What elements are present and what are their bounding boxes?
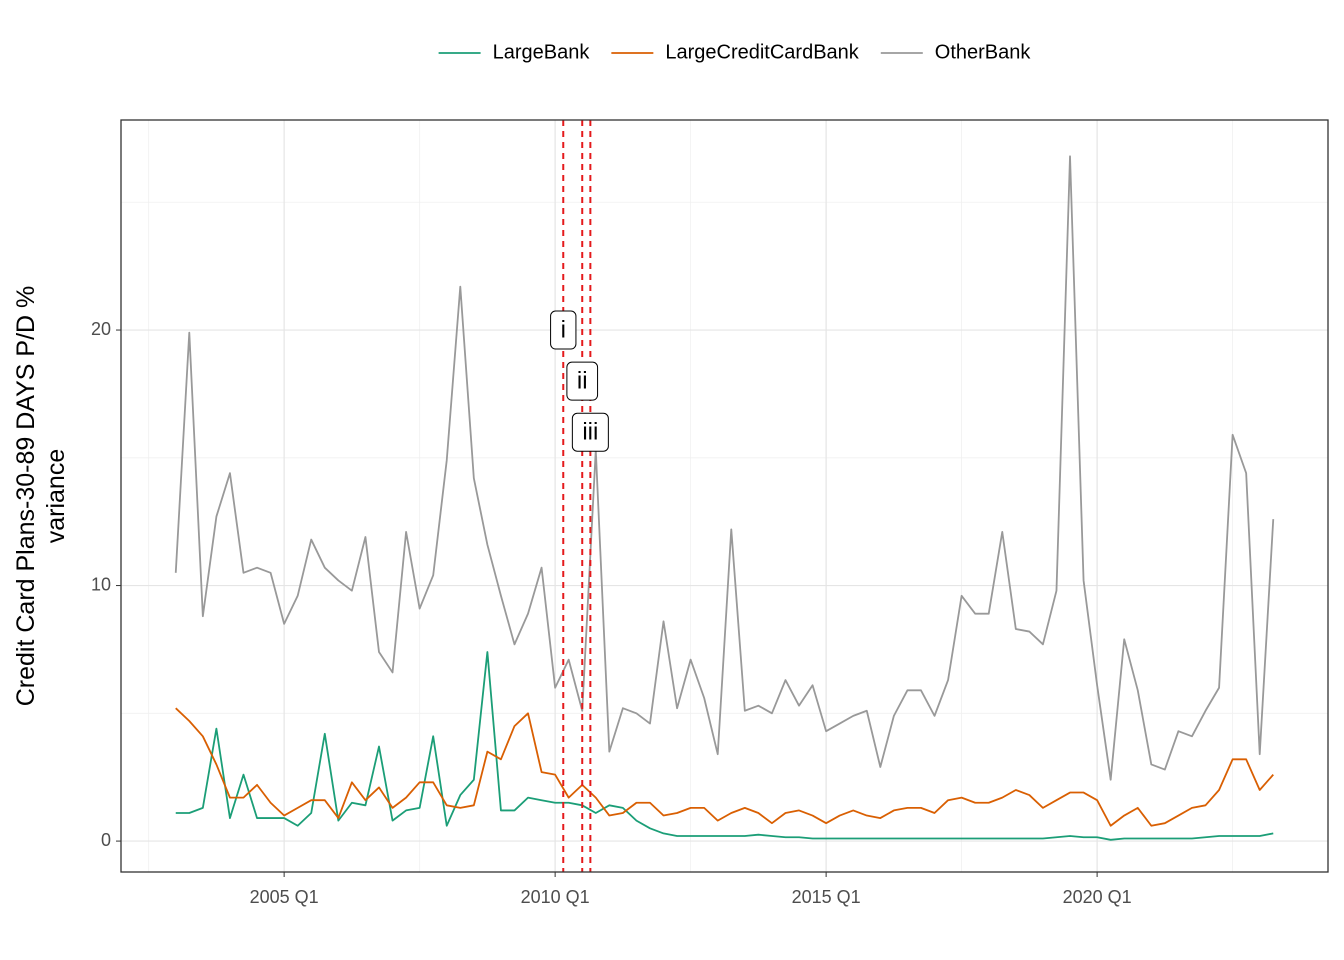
- annotation: i: [550, 310, 577, 350]
- annotation-box: [566, 361, 599, 401]
- y-axis-label-line: variance: [42, 449, 70, 544]
- annotation-box: [550, 310, 577, 350]
- annotation: ii: [566, 361, 599, 401]
- annotation-label: iii: [582, 419, 598, 446]
- y-tick-label: 0: [101, 830, 111, 850]
- annotation-label: i: [561, 316, 566, 343]
- annotation-box: [571, 412, 609, 452]
- x-tick-label: 2010 Q1: [521, 887, 590, 907]
- x-tick-label: 2005 Q1: [250, 887, 319, 907]
- legend: LargeBank LargeCreditCardBank OtherBank: [438, 41, 1032, 63]
- legend-label: OtherBank: [935, 41, 1032, 63]
- x-tick-label: 2020 Q1: [1063, 887, 1132, 907]
- series-line: [175, 651, 1274, 841]
- legend-label: LargeCreditCardBank: [665, 41, 859, 63]
- y-tick-label: 20: [91, 319, 111, 339]
- y-axis-label: Credit Card Plans-30-89 DAYS P/D %varian…: [12, 286, 70, 707]
- annotation: iii: [571, 412, 609, 452]
- y-axis-label-line: Credit Card Plans-30-89 DAYS P/D %: [12, 286, 40, 707]
- series-line: [175, 707, 1274, 827]
- series-line: [174, 155, 1275, 781]
- annotation-label: ii: [577, 367, 588, 394]
- y-tick-label: 10: [91, 574, 111, 594]
- plot-border: [120, 119, 1329, 873]
- x-tick-label: 2015 Q1: [792, 887, 861, 907]
- legend-label: LargeBank: [493, 41, 591, 63]
